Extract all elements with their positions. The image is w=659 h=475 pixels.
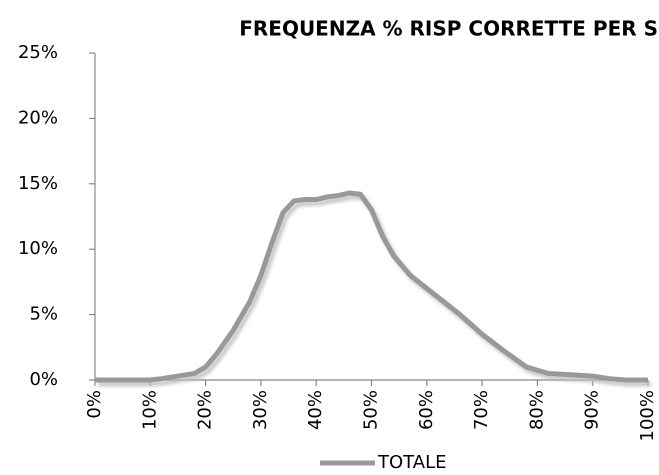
- x-tick-label: 20%: [195, 390, 216, 430]
- x-tick-label: 80%: [526, 390, 547, 430]
- x-tick-label: 30%: [250, 390, 271, 430]
- x-tick-label: 40%: [305, 390, 326, 430]
- x-tick-label: 60%: [416, 390, 437, 430]
- x-tick-label: 10%: [139, 390, 160, 430]
- y-tick-label: 25%: [18, 42, 58, 63]
- y-tick-label: 5%: [29, 304, 58, 325]
- legend-label: TOTALE: [377, 452, 446, 473]
- y-tick-label: 15%: [18, 173, 58, 194]
- x-tick-label: 70%: [471, 390, 492, 430]
- y-tick-label: 10%: [18, 238, 58, 259]
- chart-title: FREQUENZA % RISP CORRETTE PER S: [239, 17, 658, 41]
- x-tick-label: 100%: [637, 390, 658, 441]
- y-tick-label: 0%: [29, 369, 58, 390]
- x-tick-label: 50%: [361, 390, 382, 430]
- x-tick-label: 90%: [582, 390, 603, 430]
- series-line: [95, 190, 648, 383]
- y-tick-label: 20%: [18, 107, 58, 128]
- x-tick-label: 0%: [84, 390, 105, 419]
